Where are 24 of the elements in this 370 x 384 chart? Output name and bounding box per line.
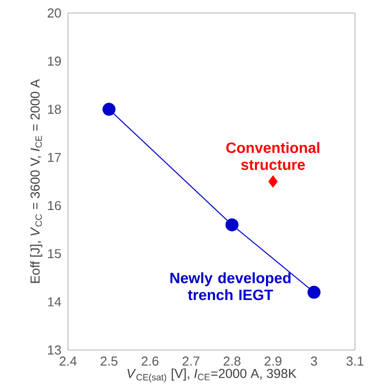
point [226, 218, 238, 232]
x-tick-label: 2.8 [224, 356, 240, 366]
y-tick-label: 13 [48, 345, 61, 355]
point [268, 175, 278, 188]
y-tick-label: 19 [48, 56, 61, 66]
x-tick-label: 3 [310, 356, 318, 366]
x-axis-title: V$_{CE(sat)}$ [V], I$_{CE}$=2000 A, 398K [128, 368, 296, 382]
x-tick-label: 2.7 [182, 356, 200, 366]
y-tick-label: 14 [48, 297, 62, 306]
y-tick-label: 17 [48, 152, 61, 162]
y-axis-title: Eoff [J], V$_{CC}$ = 3600 V, I$_{CE}$ = 2000 A [30, 79, 42, 283]
series-label: Conventional structure [226, 142, 320, 170]
x-tick-label: 3.1 [346, 356, 364, 366]
series-label: Newly developed trench IEGT [170, 272, 291, 300]
y-tick-label: 20 [48, 8, 61, 18]
point [308, 286, 320, 299]
x-tick-label: 2.5 [100, 356, 118, 366]
x-tick-label: 2.9 [264, 356, 282, 366]
x-tick-label: 2.6 [142, 356, 158, 366]
point [102, 102, 116, 116]
y-tick-label: 18 [48, 104, 61, 114]
y-tick-label: 16 [48, 200, 61, 210]
y-tick-label: 15 [48, 249, 61, 258]
x-tick-label: 2.4 [60, 356, 77, 366]
